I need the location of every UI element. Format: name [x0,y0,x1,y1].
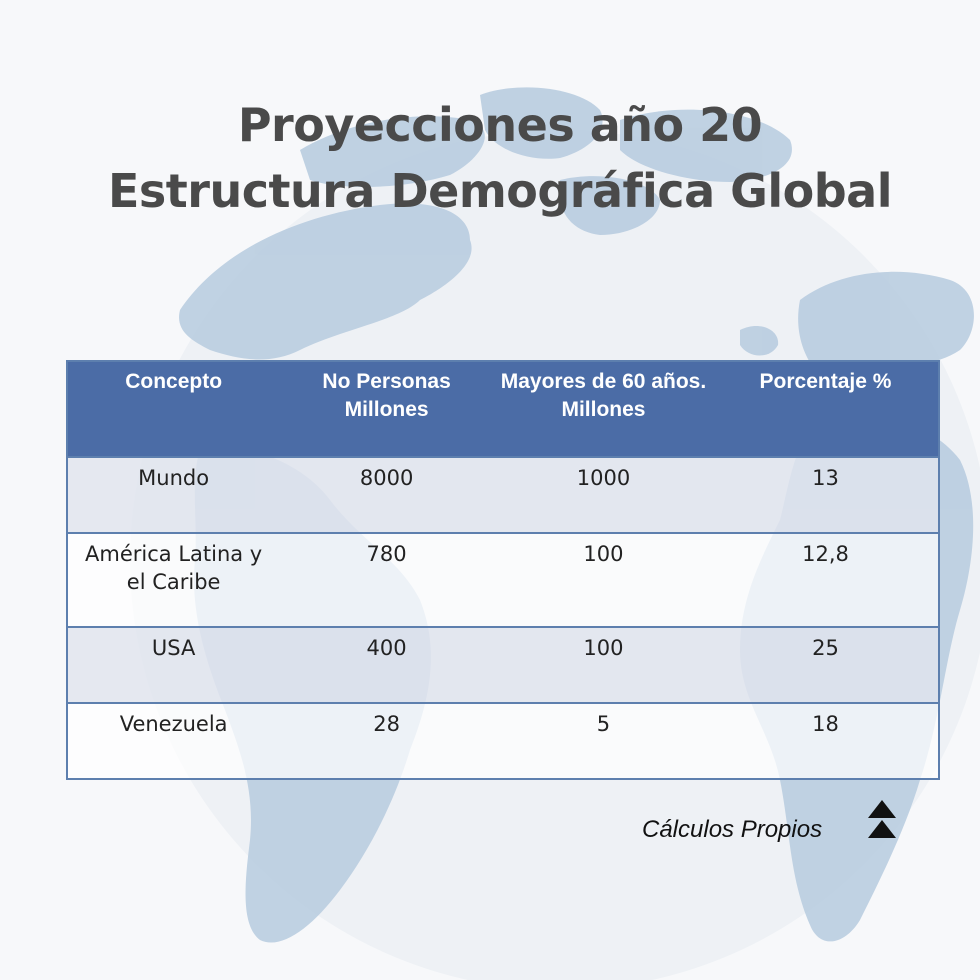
cell-concepto: USA [67,626,280,703]
title-line-1: Proyecciones año 20 [237,98,763,152]
cell-personas: 400 [279,626,494,703]
source-caption: Cálculos Propios [642,816,823,843]
cell-mayores: 100 [493,626,713,703]
cell-personas: 8000 [279,456,494,533]
page-title: Proyecciones año 20 Estructura Demográfi… [0,92,980,224]
cell-mayores: 1000 [493,456,713,533]
cell-porcentaje: 18 [712,702,939,779]
table-header-row: Concepto No Personas Millones Mayores de… [67,361,939,457]
cell-concepto: Venezuela [67,702,280,779]
demographic-table: Concepto No Personas Millones Mayores de… [66,360,940,780]
cell-porcentaje: 13 [712,456,939,533]
table-row: USA 400 100 25 [67,626,939,703]
table-row: Mundo 8000 1000 13 [67,456,939,533]
table-row: Venezuela 28 5 18 [67,702,939,779]
cell-personas: 780 [279,532,494,627]
header-no-personas: No Personas Millones [279,361,494,457]
double-up-arrow-icon[interactable] [866,798,898,842]
header-concepto: Concepto [67,361,280,457]
cell-personas: 28 [279,702,494,779]
header-porcentaje: Porcentaje % [712,361,939,457]
cell-porcentaje: 12,8 [712,532,939,627]
header-mayores-60: Mayores de 60 años. Millones [493,361,713,457]
cell-concepto: América Latina y el Caribe [67,532,280,627]
table-row: América Latina y el Caribe 780 100 12,8 [67,532,939,627]
title-line-2: Estructura Demográfica Global [107,164,893,218]
cell-mayores: 100 [493,532,713,627]
cell-mayores: 5 [493,702,713,779]
cell-concepto: Mundo [67,456,280,533]
cell-porcentaje: 25 [712,626,939,703]
